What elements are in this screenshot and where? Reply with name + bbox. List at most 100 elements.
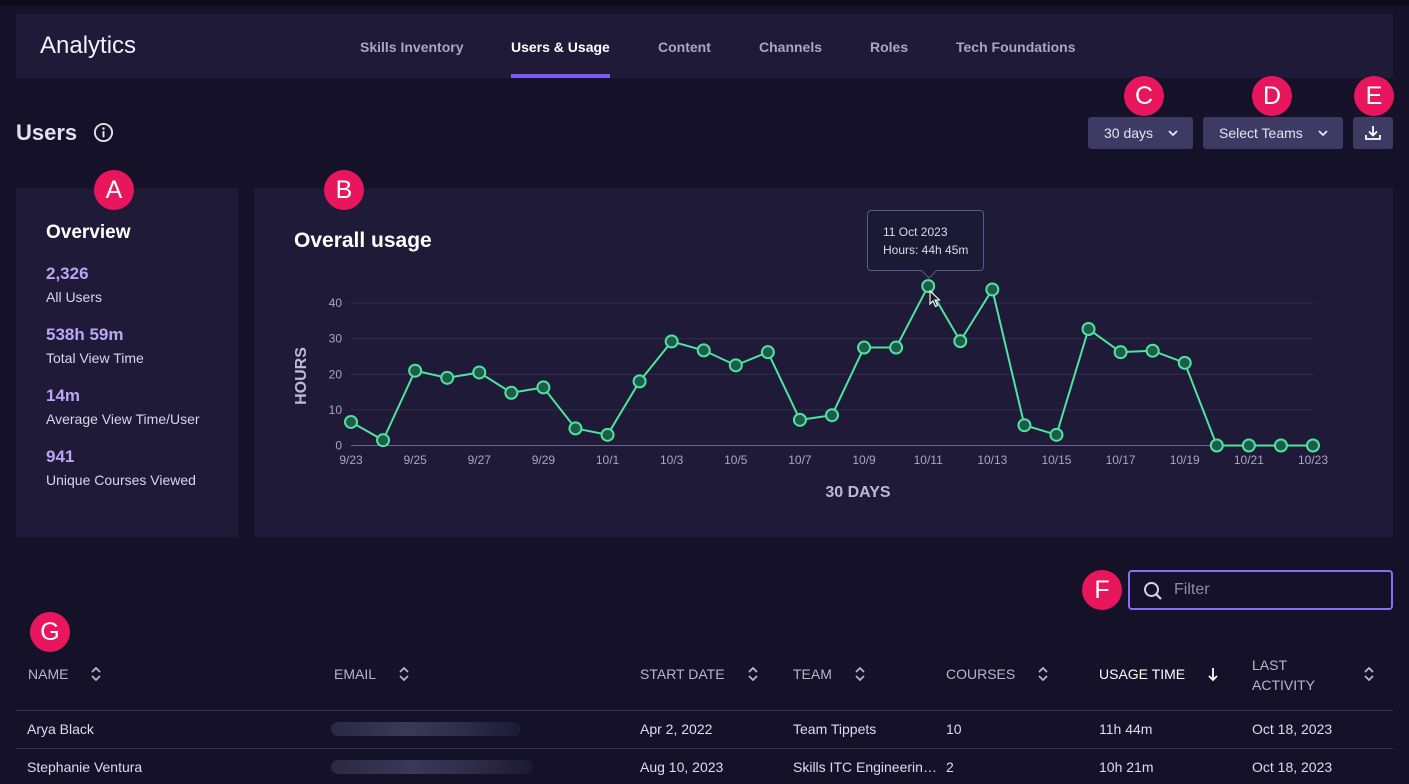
tab-channels[interactable]: Channels [759, 39, 823, 55]
data-point [1113, 345, 1128, 360]
data-point [889, 340, 904, 355]
data-point [1049, 427, 1064, 442]
tab-roles[interactable]: Roles [870, 39, 909, 55]
chevron-down-icon [1318, 130, 1328, 137]
tooltip-hours: Hours: 44h 45m [883, 243, 969, 257]
sort-icon[interactable] [90, 666, 102, 682]
total-view-time-value: 538h 59m [46, 325, 124, 344]
y-tick-label: 10 [329, 403, 343, 417]
data-point [1241, 438, 1256, 453]
cell-name[interactable]: Stephanie Ventura [27, 759, 143, 775]
sort-icon[interactable] [1037, 666, 1049, 682]
app-header: Analytics Skills Inventory Users & Usage… [16, 14, 1393, 78]
x-tick-label: 10/9 [852, 453, 876, 467]
column-header-start-date[interactable]: START DATE [640, 666, 725, 682]
x-tick-label: 10/11 [914, 453, 943, 467]
column-header-courses[interactable]: COURSES [946, 666, 1016, 682]
chevron-down-icon [1168, 130, 1178, 137]
all-users-value: 2,326 [46, 264, 89, 283]
date-range-label: 30 days [1104, 125, 1154, 141]
marker-e: E [1354, 76, 1394, 116]
column-header-team[interactable]: TEAM [793, 666, 832, 682]
x-tick-label: 10/15 [1041, 453, 1071, 467]
cell-team: Skills ITC Engineerin… [793, 759, 937, 775]
data-point [921, 279, 936, 294]
data-point [1273, 438, 1288, 453]
tab-tech-foundations[interactable]: Tech Foundations [956, 39, 1076, 55]
cell-last-activity: Oct 18, 2023 [1252, 721, 1333, 737]
total-view-time-label: Total View Time [46, 350, 144, 366]
data-point [985, 282, 1000, 297]
download-button[interactable] [1353, 117, 1393, 149]
x-tick-label: 10/7 [788, 453, 812, 467]
tab-users-usage[interactable]: Users & Usage [511, 14, 610, 78]
date-range-dropdown[interactable]: 30 days [1088, 117, 1193, 149]
tab-skills-inventory[interactable]: Skills Inventory [360, 39, 464, 55]
page-title: Users [16, 120, 78, 145]
data-point [504, 385, 519, 400]
window-top-strip [0, 0, 1409, 6]
sort-descending-icon[interactable] [1207, 666, 1219, 682]
data-point [1145, 343, 1160, 358]
data-point [1209, 438, 1224, 453]
x-tick-label: 10/21 [1234, 453, 1264, 467]
y-tick-label: 20 [329, 367, 343, 381]
data-point [953, 334, 968, 349]
avg-view-time-label: Average View Time/User [46, 411, 200, 427]
data-point [600, 427, 615, 442]
x-tick-label: 9/25 [403, 453, 427, 467]
filter-input[interactable] [1174, 578, 1374, 602]
info-circle-icon[interactable] [93, 122, 114, 143]
sort-icon[interactable] [854, 666, 866, 682]
data-point [792, 412, 807, 427]
x-tick-label: 10/17 [1106, 453, 1136, 467]
x-tick-label: 10/23 [1298, 453, 1328, 467]
email-redacted [331, 722, 521, 736]
cell-name[interactable]: Arya Black [27, 721, 94, 737]
y-tick-label: 40 [329, 296, 343, 310]
select-teams-dropdown[interactable]: Select Teams [1203, 117, 1343, 149]
app-title: Analytics [40, 32, 137, 59]
column-header-email[interactable]: EMAIL [334, 666, 377, 682]
x-axis-label: 30 DAYS [825, 484, 891, 501]
marker-f: F [1082, 570, 1122, 610]
select-teams-label: Select Teams [1219, 125, 1303, 141]
data-point [825, 408, 839, 423]
sort-icon[interactable] [398, 666, 410, 682]
data-point [1017, 418, 1032, 433]
tooltip-arrow [921, 270, 937, 279]
y-tick-label: 0 [335, 439, 342, 453]
y-tick-label: 30 [329, 332, 343, 346]
data-point [536, 380, 551, 395]
tab-content[interactable]: Content [658, 39, 711, 55]
table-divider [16, 748, 1393, 749]
column-header-usage-time[interactable]: USAGE TIME [1099, 666, 1186, 682]
overview-card: Overview 2,326 All Users 538h 59m Total … [16, 188, 238, 537]
cell-start-date: Aug 10, 2023 [640, 759, 724, 775]
overview-title: Overview [46, 222, 131, 243]
column-header-last-activity[interactable]: LAST ACTIVITY [1252, 657, 1316, 693]
marker-c: C [1124, 76, 1164, 116]
marker-g: G [30, 612, 70, 652]
data-point [696, 343, 711, 358]
x-tick-label: 10/3 [660, 453, 684, 467]
marker-b: B [324, 170, 364, 210]
download-icon [1365, 126, 1381, 140]
usage-line-chart: 0 10 20 30 40 9/23 9/25 9/27 9/29 10/1 10/3 10/5 10/… [293, 279, 1328, 501]
tooltip-date: 11 Oct 2023 [883, 225, 948, 239]
sort-icon[interactable] [1363, 666, 1375, 682]
cell-usage-time: 10h 21m [1099, 759, 1154, 775]
x-tick-label: 10/13 [977, 453, 1007, 467]
x-tick-label: 10/5 [724, 453, 748, 467]
usage-title: Overall usage [294, 229, 432, 252]
x-tick-label: 10/1 [596, 453, 620, 467]
table-divider [16, 710, 1393, 711]
data-point [857, 340, 872, 355]
search-icon [1144, 582, 1162, 600]
y-axis-label: HOURS [293, 347, 310, 405]
unique-courses-label: Unique Courses Viewed [46, 472, 196, 488]
sort-icon[interactable] [747, 666, 759, 682]
cell-usage-time: 11h 44m [1099, 721, 1153, 737]
column-header-name[interactable]: NAME [28, 666, 69, 682]
data-point [728, 358, 743, 373]
